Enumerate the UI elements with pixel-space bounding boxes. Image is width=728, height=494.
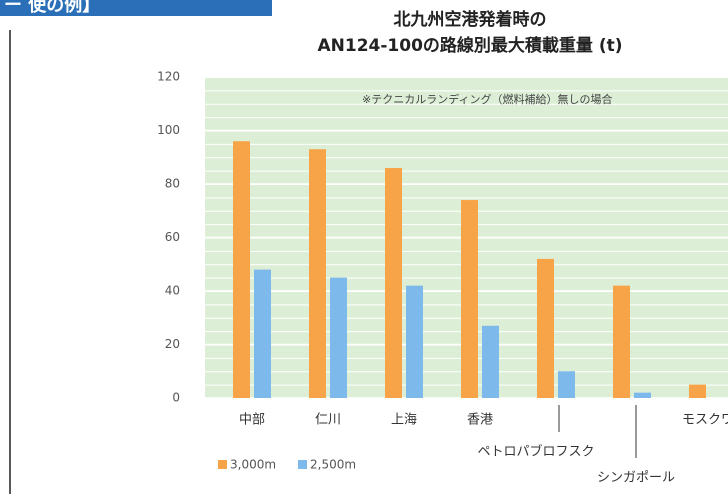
y-tick-label: 80 xyxy=(165,177,180,191)
annotation: ※テクニカルランディング（燃料補給）無しの場合 xyxy=(362,92,612,106)
legend-label: 2,500m xyxy=(310,458,356,472)
bar xyxy=(613,285,630,398)
y-tick-label: 20 xyxy=(165,337,180,351)
y-tick-label: 0 xyxy=(172,391,180,405)
x-tick-label: モスクワ xyxy=(682,413,728,428)
y-tick-label: 120 xyxy=(157,70,180,84)
x-tick-label: ペトロパブロフスク xyxy=(477,444,594,460)
bar xyxy=(385,167,402,398)
bar xyxy=(406,285,423,398)
bar xyxy=(482,325,499,398)
legend-swatch xyxy=(298,460,307,469)
x-tick-label: 香港 xyxy=(467,413,493,428)
bar xyxy=(254,269,271,398)
legend-swatch xyxy=(218,460,227,469)
bar xyxy=(461,200,478,398)
x-tick-label: シンガポール xyxy=(597,471,675,486)
bar xyxy=(330,277,347,398)
bar xyxy=(233,141,250,398)
bar xyxy=(537,258,554,398)
bar xyxy=(634,392,651,398)
y-tick-label: 40 xyxy=(165,284,180,298)
chart-title: 北九州空港発着時の xyxy=(394,9,547,30)
x-tick-label: 上海 xyxy=(391,413,417,428)
x-tick-label: 中部 xyxy=(239,413,265,428)
banner: ー 使の例】 xyxy=(4,0,100,16)
banner-bg xyxy=(0,0,272,16)
x-tick-label: 仁川 xyxy=(315,413,341,428)
bar xyxy=(309,149,326,398)
legend-label: 3,000m xyxy=(230,458,276,472)
bar xyxy=(558,371,575,398)
y-tick-label: 100 xyxy=(157,123,180,137)
chart-title: AN124-100の路線別最大積載重量 (t) xyxy=(318,35,623,56)
y-tick-label: 60 xyxy=(165,230,180,244)
bar xyxy=(689,384,706,398)
